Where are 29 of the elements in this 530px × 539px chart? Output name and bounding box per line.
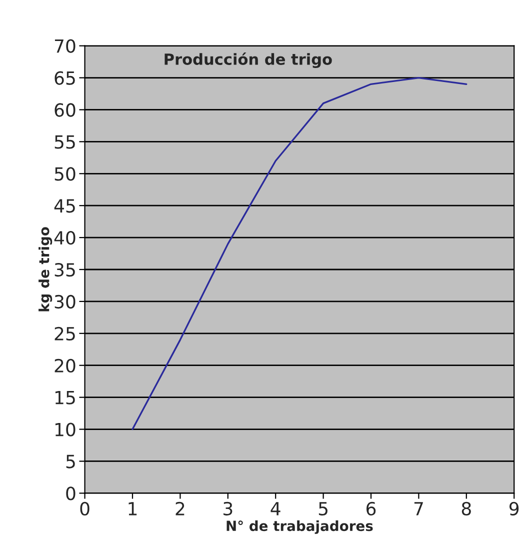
y-axis-title: kg de trigo: [38, 227, 52, 312]
x-axis-title: N° de trabajadores: [226, 520, 373, 534]
y-tick-label: 45: [54, 199, 75, 213]
x-tick-label: 7: [414, 502, 423, 516]
x-tick-label: 8: [462, 502, 471, 516]
x-tick-label: 9: [509, 502, 519, 516]
y-tick-label: 0: [66, 486, 76, 500]
y-tick-label: 65: [54, 71, 75, 85]
y-tick-label: 15: [55, 391, 75, 404]
y-tick-label: 50: [54, 167, 76, 181]
y-tick-label: 25: [54, 326, 75, 341]
y-tick-label: 10: [55, 422, 76, 436]
x-tick-label: 4: [270, 502, 280, 516]
y-tick-label: 60: [54, 103, 76, 117]
y-tick-label: 20: [54, 358, 76, 372]
y-tick-label: 30: [54, 294, 76, 309]
chart-title: Producción de trigo: [164, 52, 332, 68]
x-tick-label: 6: [366, 502, 376, 516]
line-series: [132, 76, 468, 430]
x-tick-label: 5: [318, 502, 328, 516]
x-tick-label: 1: [128, 502, 137, 516]
y-tick-label: 70: [54, 39, 76, 53]
x-tick-label: 0: [80, 502, 90, 516]
x-tick-label: 3: [224, 502, 232, 516]
y-tick-label: 5: [66, 454, 75, 468]
y-tick-label: 55: [54, 135, 75, 149]
y-tick-label: 35: [54, 262, 75, 277]
y-tick-label: 40: [54, 231, 76, 245]
x-tick-label: 2: [176, 502, 184, 516]
